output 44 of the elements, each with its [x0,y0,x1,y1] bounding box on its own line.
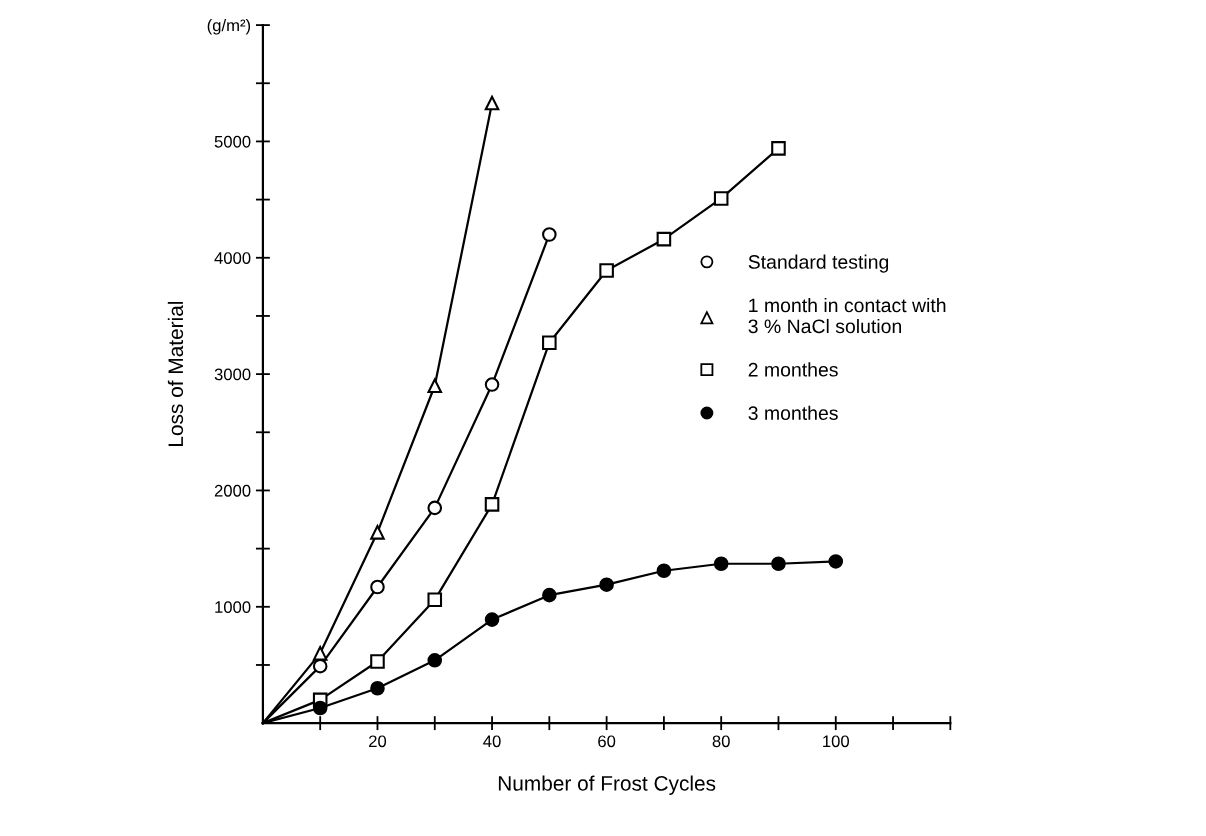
point [312,700,328,716]
point [370,525,385,540]
x-tick-label: 100 [823,735,850,748]
point [427,500,443,516]
y-tick-label: 4000 [214,252,251,264]
legend-label: Standard testing [748,254,889,273]
x-tick-label: 80 [712,735,730,748]
point [484,377,500,392]
y-tick-label: 5000 [214,135,251,148]
legend-label: 3 monthes [748,405,838,420]
point [542,335,557,350]
point [427,592,443,608]
x-tick-label: 20 [369,735,387,748]
point [484,497,500,512]
point [370,654,385,669]
point [542,227,557,242]
y-axis-title: Loss of Material [167,301,184,446]
x-tick-label: 40 [483,735,501,748]
point [828,554,844,569]
point [484,612,500,627]
point [599,577,614,592]
x-axis-title: Number of Frost Cycles [498,775,716,795]
point [771,141,786,156]
point [484,95,500,111]
y-tick-label: 2000 [214,484,251,497]
y-tick-label: 3000 [214,368,251,381]
point [771,556,786,572]
point [713,556,729,572]
point [312,646,328,661]
point [656,563,672,579]
point [312,658,328,674]
point [599,263,614,278]
point [713,191,729,206]
point [542,587,557,603]
x-tick-label: 60 [598,735,616,748]
legend-label: 2 monthes [748,362,838,377]
y-tick-label: 1000 [215,601,251,613]
legend-label: 1 month in contact with 3 % NaCl solution [748,297,946,334]
point [370,579,385,595]
point [370,680,385,696]
y-tick-label: (g/m²) [207,19,251,35]
point [427,653,443,668]
point [427,378,443,394]
point [656,231,672,247]
